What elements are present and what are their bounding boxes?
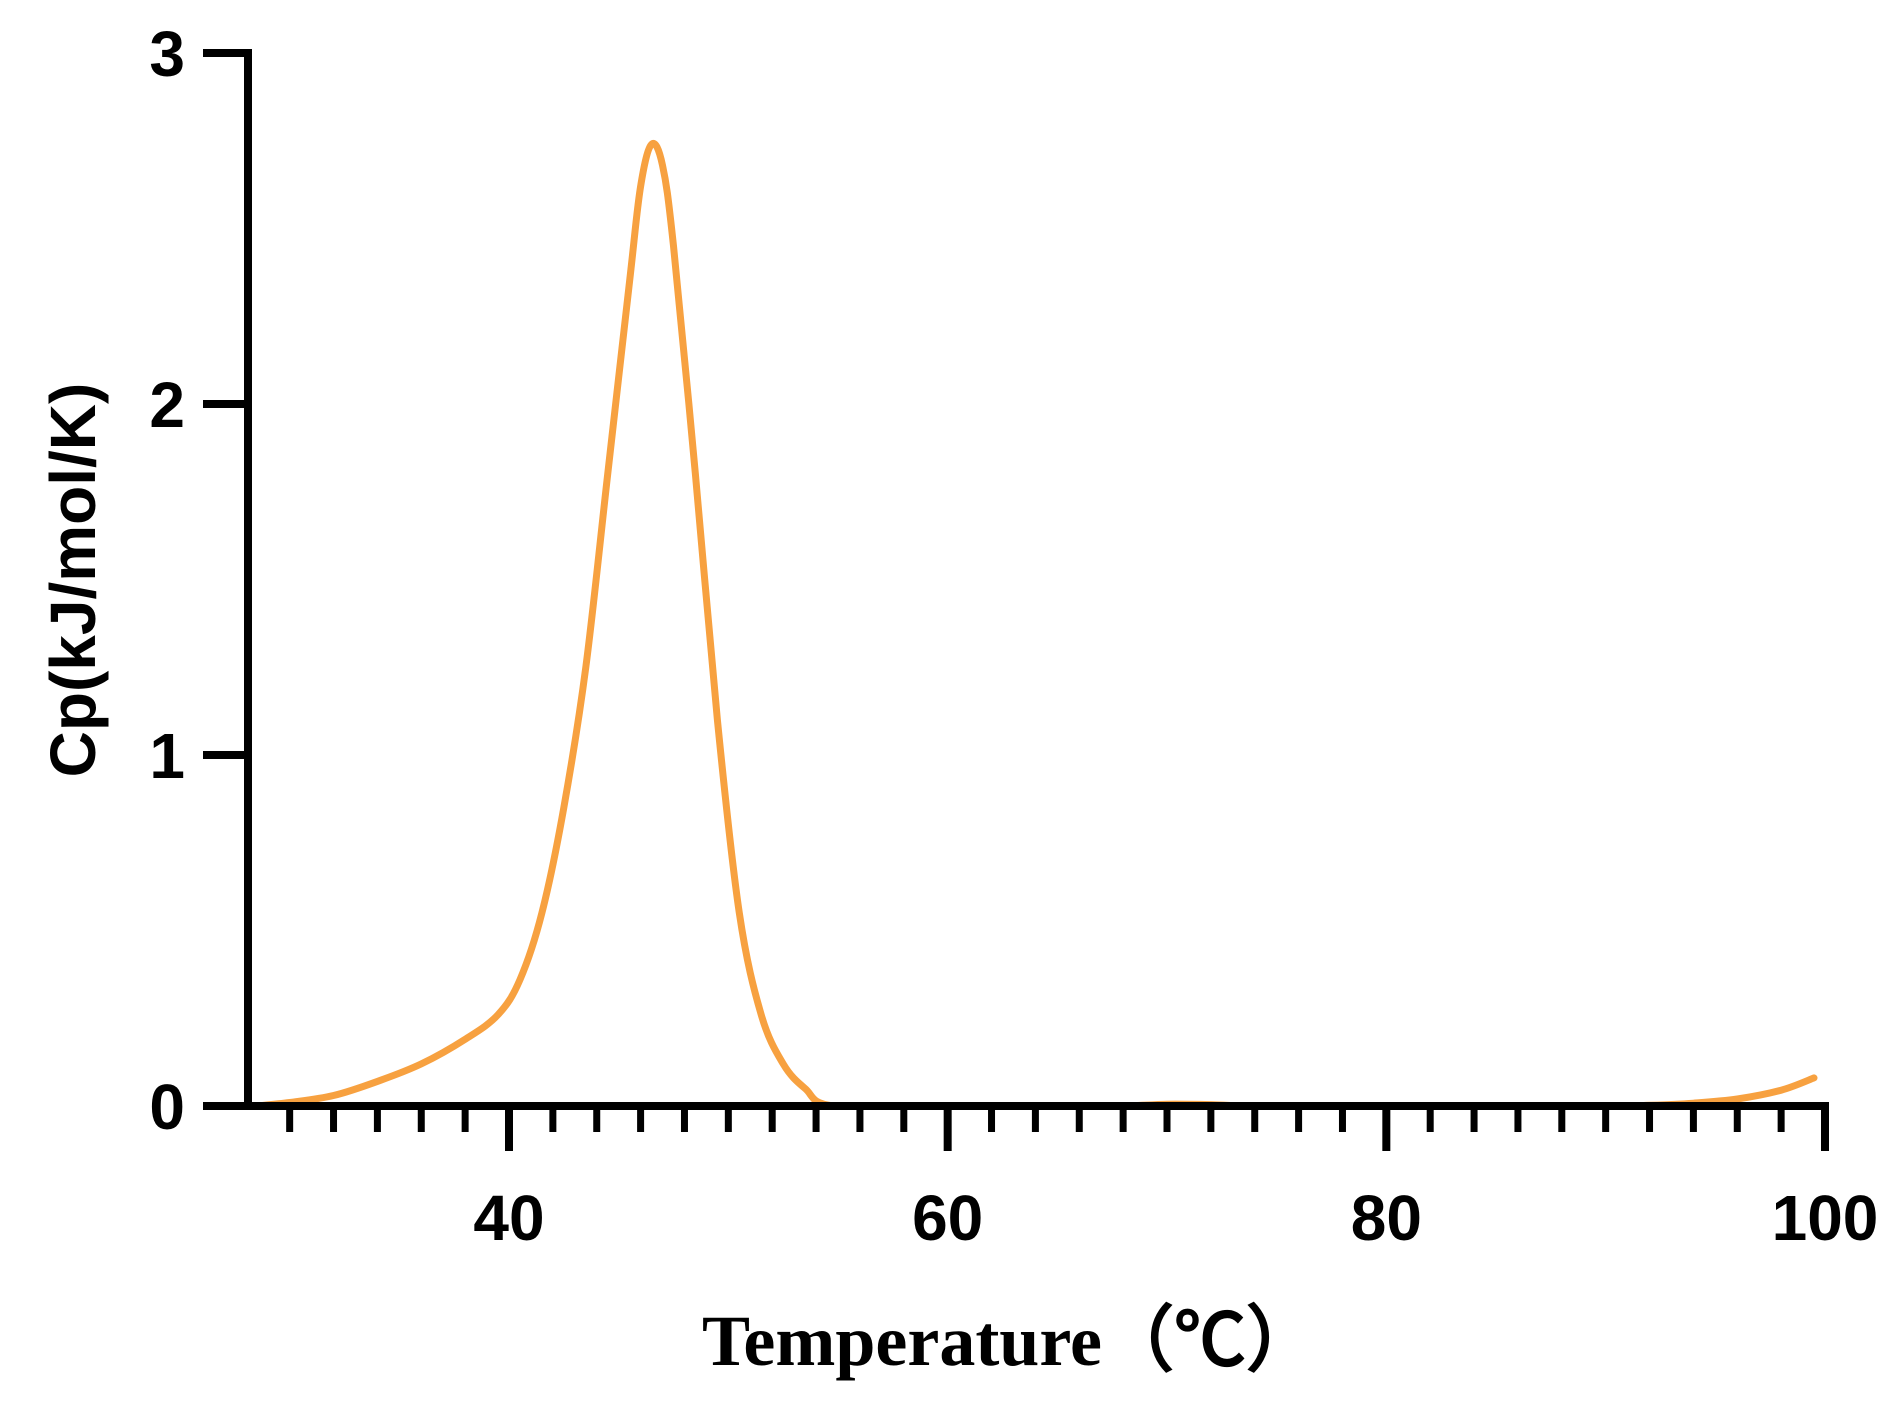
x-minor-ticks: [286, 1106, 1785, 1132]
y-tick-label: 2: [149, 369, 185, 441]
x-tick-label: 60: [912, 1182, 983, 1254]
tick-labels: 40 60 80 100 0 1 2 3: [149, 18, 1878, 1254]
x-tick-label: 80: [1351, 1182, 1422, 1254]
x-axis-label: Temperature（℃）: [702, 1301, 1318, 1381]
x-tick-label: 100: [1772, 1182, 1879, 1254]
cp-curve: [253, 139, 1818, 1110]
y-tick-label: 0: [149, 1071, 185, 1143]
y-axis-label: Cp(kJ/mol/K): [37, 383, 109, 778]
major-ticks: [203, 49, 1829, 1151]
x-tick-label: 40: [473, 1182, 544, 1254]
y-tick-label: 1: [149, 720, 185, 792]
y-tick-label: 3: [149, 18, 185, 90]
